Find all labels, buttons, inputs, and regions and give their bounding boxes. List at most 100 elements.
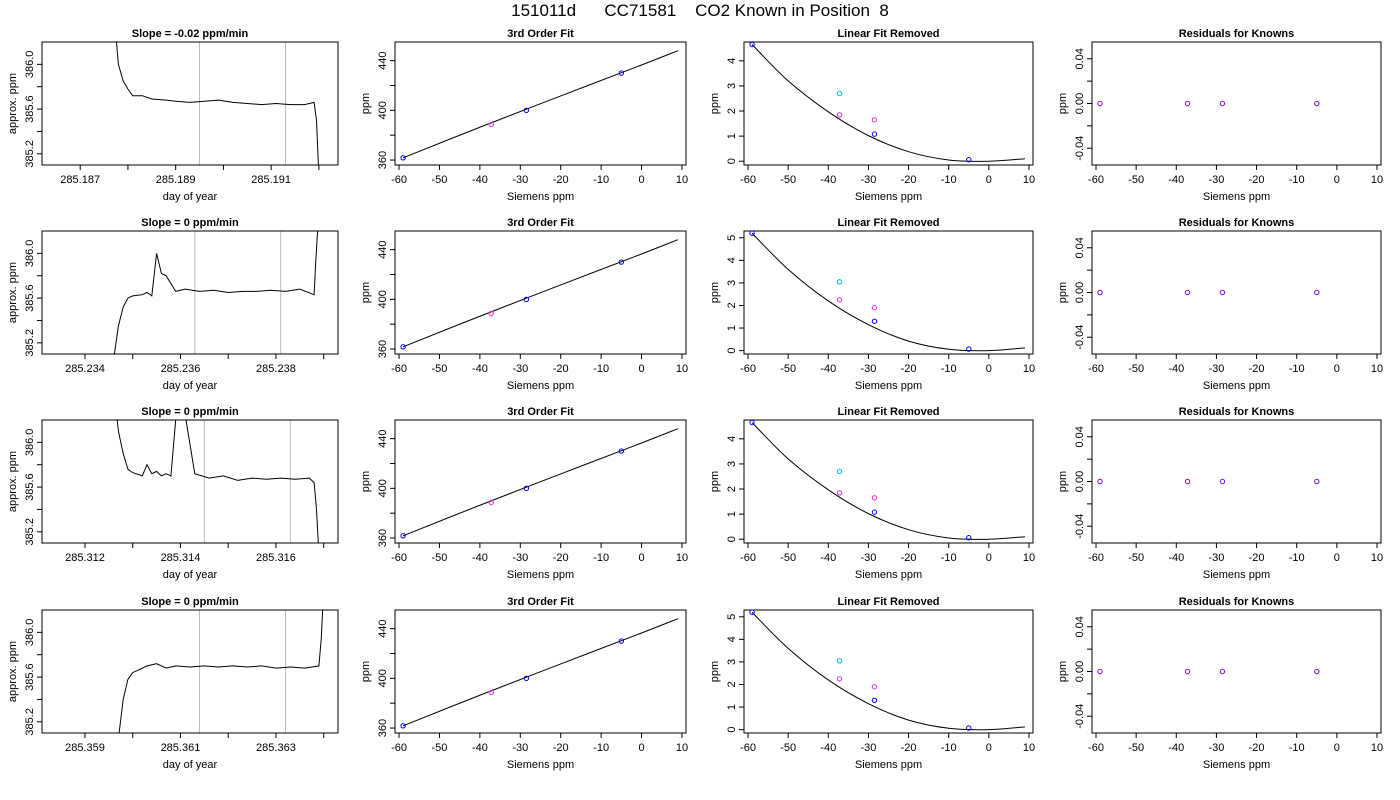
x-tick-label: -60 xyxy=(391,174,407,186)
x-tick-label: -40 xyxy=(820,742,836,754)
x-tick-label: 0 xyxy=(1334,174,1340,186)
x-tick-label: -60 xyxy=(740,174,756,186)
plot-frame xyxy=(394,41,687,166)
x-tick-label: -20 xyxy=(1249,174,1265,186)
plot-frame xyxy=(743,41,1034,166)
plot-area xyxy=(118,610,324,733)
chart-panel: Linear Fit Removed -60 -50 -40 -30 -20 -10 0 10 0… xyxy=(709,596,1035,771)
x-tick-label: 0 xyxy=(638,552,644,564)
y-tick-label: 386.0 xyxy=(24,51,36,79)
data-point xyxy=(488,499,494,506)
data-point xyxy=(871,131,878,137)
x-tick-label: 285.238 xyxy=(256,363,296,375)
x-axis-label: Siemens ppm xyxy=(507,569,574,581)
x-tick-label: -60 xyxy=(740,742,756,754)
y-tick-label: 5 xyxy=(726,235,738,241)
y-tick-label: 386.0 xyxy=(24,429,36,457)
data-point xyxy=(1314,478,1320,485)
x-tick-label: 285.361 xyxy=(161,742,201,754)
data-point xyxy=(966,535,972,541)
chart-panel: Residuals for Knowns -60 -50 -40 -30 -20 -10 0 1… xyxy=(1057,406,1383,581)
x-tick-label: -20 xyxy=(553,742,569,754)
x-axis-label: day of year xyxy=(163,380,218,392)
chart-title: 3rd Order Fit xyxy=(507,406,574,418)
chart-panel: 3rd Order Fit -60 -50 -40 -30 -20 -10 0 10 360 400… xyxy=(360,217,688,392)
data-point xyxy=(836,676,843,682)
fit-curve xyxy=(402,618,679,727)
chart-title: 3rd Order Fit xyxy=(507,28,574,40)
x-tick-label: -30 xyxy=(860,174,876,186)
y-tick-label: 385.6 xyxy=(24,284,36,312)
y-tick-label: 360 xyxy=(377,340,389,358)
x-tick-label: -20 xyxy=(1249,363,1265,375)
x-tick-label: -10 xyxy=(1289,363,1305,375)
data-point xyxy=(618,448,625,454)
chart-title: Linear Fit Removed xyxy=(837,217,939,229)
x-tick-label: -40 xyxy=(820,174,836,186)
y-tick-label: 0.04 xyxy=(1074,48,1086,69)
x-axis-label: Siemens ppm xyxy=(855,191,922,203)
x-tick-label: -10 xyxy=(941,742,957,754)
data-point xyxy=(871,117,878,123)
x-tick-label: -50 xyxy=(1128,552,1144,564)
x-axis-label: Siemens ppm xyxy=(855,759,922,771)
x-tick-label: 285.236 xyxy=(161,363,201,375)
y-tick-label: 386.0 xyxy=(24,619,36,647)
x-tick-label: -50 xyxy=(780,174,796,186)
y-axis-label: ppm xyxy=(1057,93,1069,114)
x-tick-label: -10 xyxy=(593,363,609,375)
data-point xyxy=(523,485,530,492)
x-tick-label: -10 xyxy=(1289,552,1305,564)
y-axis-label: ppm xyxy=(360,282,372,303)
plot-frame xyxy=(1091,41,1382,166)
data-point xyxy=(1184,668,1191,675)
y-tick-label: 0.00 xyxy=(1074,661,1086,682)
data-point xyxy=(836,658,843,664)
plot-area xyxy=(402,239,679,348)
x-tick-label: 0 xyxy=(986,174,992,186)
chart-panel: Linear Fit Removed -60 -50 -40 -30 -20 -10 0 10 0… xyxy=(709,28,1035,203)
x-tick-label: -10 xyxy=(941,552,957,564)
plot-area xyxy=(751,611,1026,731)
x-tick-label: 285.187 xyxy=(60,174,100,186)
x-tick-label: 10 xyxy=(1371,363,1383,375)
x-tick-label: -20 xyxy=(553,363,569,375)
chart-panel: Slope = -0.02 ppm/min 285.187 285.189 285.1… xyxy=(7,28,339,203)
fit-curve xyxy=(402,428,679,537)
chart-title: Linear Fit Removed xyxy=(837,596,939,608)
x-tick-label: -40 xyxy=(1168,174,1184,186)
x-tick-label: 285.359 xyxy=(65,742,105,754)
chart-title: Slope = 0 ppm/min xyxy=(141,217,239,229)
y-tick-label: 0.04 xyxy=(1074,616,1086,637)
data-point xyxy=(1097,478,1103,485)
y-tick-label: 400 xyxy=(377,101,389,119)
x-tick-label: -60 xyxy=(740,552,756,564)
data-point xyxy=(871,509,878,515)
fit-curve xyxy=(751,611,1026,731)
x-tick-label: -30 xyxy=(512,552,528,564)
data-point xyxy=(1097,668,1103,675)
series-line xyxy=(113,231,319,354)
chart-title: Residuals for Knowns xyxy=(1179,406,1295,418)
x-tick-label: 0 xyxy=(1334,363,1340,375)
x-tick-label: -60 xyxy=(1088,174,1104,186)
y-axis-label: approx. ppm xyxy=(7,73,19,134)
y-tick-label: 3 xyxy=(726,659,738,665)
y-tick-label: -0.04 xyxy=(1074,704,1086,729)
data-point xyxy=(618,638,625,644)
data-point xyxy=(749,230,755,236)
y-tick-label: 385.6 xyxy=(24,663,36,691)
y-tick-label: 3 xyxy=(726,83,738,89)
y-tick-label: 0.00 xyxy=(1074,282,1086,303)
x-tick-label: 0 xyxy=(1334,742,1340,754)
data-point xyxy=(1219,668,1226,675)
x-axis-label: Siemens ppm xyxy=(1203,759,1270,771)
y-axis-label: ppm xyxy=(1057,471,1069,492)
x-tick-label: -30 xyxy=(512,174,528,186)
plot-area xyxy=(116,420,319,543)
y-tick-label: 385.2 xyxy=(24,518,36,546)
x-tick-label: -20 xyxy=(901,552,917,564)
y-axis-label: ppm xyxy=(360,471,372,492)
data-point xyxy=(523,296,530,303)
data-point xyxy=(488,310,494,317)
